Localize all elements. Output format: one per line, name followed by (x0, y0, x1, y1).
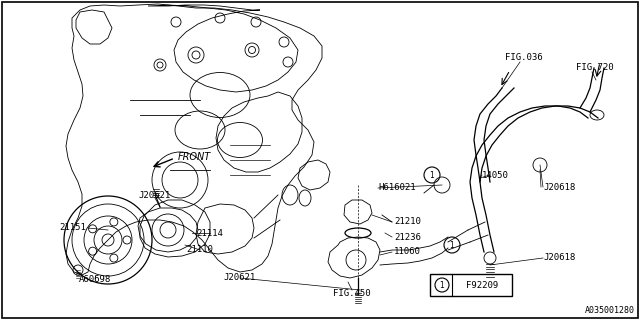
Text: A60698: A60698 (79, 276, 111, 284)
Text: FIG.450: FIG.450 (333, 289, 371, 298)
Text: A035001280: A035001280 (585, 306, 635, 315)
Text: FRONT: FRONT (178, 152, 211, 162)
Text: 11060: 11060 (394, 247, 421, 257)
Text: FIG.720: FIG.720 (576, 62, 614, 71)
Text: 21151: 21151 (59, 223, 86, 233)
Text: J20618: J20618 (543, 182, 575, 191)
Text: 21114: 21114 (196, 228, 223, 237)
Text: J20621: J20621 (224, 274, 256, 283)
Text: 21210: 21210 (394, 218, 421, 227)
Text: F92209: F92209 (466, 281, 498, 290)
Text: H616021: H616021 (378, 183, 415, 193)
Text: J20621: J20621 (139, 190, 171, 199)
Text: 1: 1 (450, 241, 454, 250)
Text: J20618: J20618 (543, 253, 575, 262)
Text: 1: 1 (429, 171, 435, 180)
Bar (430, 274, 512, 296)
Text: 1: 1 (440, 281, 444, 290)
Text: 21236: 21236 (394, 233, 421, 242)
Text: 14050: 14050 (482, 171, 509, 180)
Text: 21110: 21110 (187, 245, 213, 254)
Text: FIG.036: FIG.036 (505, 53, 543, 62)
